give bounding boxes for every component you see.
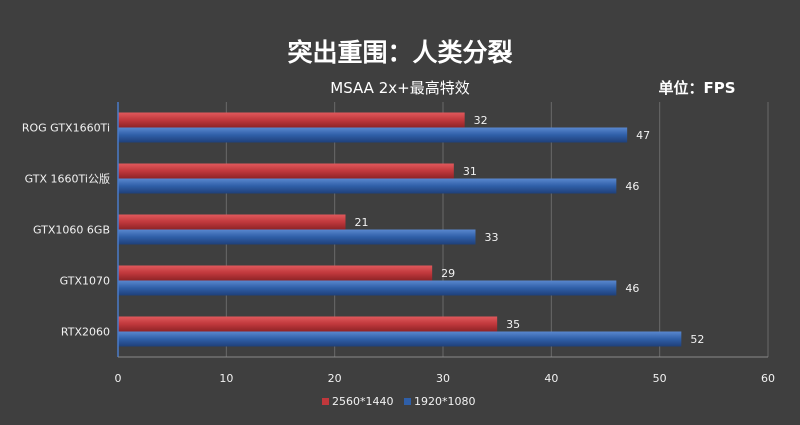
bar-1920-1080-gtx1060-6gb bbox=[118, 229, 476, 245]
data-label-1920-1080-rog-gtx1660ti: 47 bbox=[636, 129, 650, 142]
chart-title: 突出重围：人类分裂 bbox=[287, 38, 512, 67]
bar-1920-1080-rog-gtx1660ti bbox=[118, 127, 628, 143]
bars bbox=[118, 112, 682, 347]
category-label-gtx1060-6gb: GTX1060 6GB bbox=[33, 224, 110, 237]
x-tick-label-10: 10 bbox=[219, 372, 233, 385]
category-labels: ROG GTX1660Ti GTX 1660Ti公版 GTX1060 6GB GTX1… bbox=[22, 122, 110, 339]
data-label-2560-1440-gtx1070: 29 bbox=[441, 267, 455, 280]
data-label-2560-1440-gtx1060-6gb: 21 bbox=[355, 216, 369, 229]
bar-2560-1440-gtx-1660ti bbox=[118, 163, 454, 179]
bar-1920-1080-gtx1070 bbox=[118, 280, 617, 296]
x-tick-label-40: 40 bbox=[544, 372, 558, 385]
tick-labels: 0 10 20 30 40 50 60 bbox=[115, 372, 776, 385]
legend-swatch-1920x1080 bbox=[404, 398, 411, 405]
legend-label-2560x1440: 2560*1440 bbox=[332, 395, 394, 408]
chart-subtitle: MSAA 2x+最高特效 bbox=[330, 79, 469, 97]
data-label-2560-1440-gtx-1660ti: 31 bbox=[463, 165, 477, 178]
legend: 2560*1440 1920*1080 bbox=[322, 395, 476, 408]
data-label-1920-1080-gtx1070: 46 bbox=[625, 282, 639, 295]
legend-swatch-2560x1440 bbox=[322, 398, 329, 405]
bar-1920-1080-gtx-1660ti bbox=[118, 178, 617, 194]
category-label-rog-gtx1660ti: ROG GTX1660Ti bbox=[22, 122, 110, 135]
bar-2560-1440-rog-gtx1660ti bbox=[118, 112, 465, 128]
data-label-1920-1080-gtx-1660ti: 46 bbox=[625, 180, 639, 193]
data-label-1920-1080-gtx1060-6gb: 33 bbox=[485, 231, 499, 244]
x-tick-label-20: 20 bbox=[328, 372, 342, 385]
x-tick-label-0: 0 bbox=[115, 372, 122, 385]
bar-2560-1440-rtx2060 bbox=[118, 316, 498, 332]
category-label-gtx1070: GTX1070 bbox=[60, 275, 110, 288]
data-labels: 32 47 31 46 21 33 29 46 35 52 bbox=[355, 114, 705, 346]
x-tick-label-50: 50 bbox=[653, 372, 667, 385]
x-tick-label-60: 60 bbox=[761, 372, 775, 385]
data-label-2560-1440-rog-gtx1660ti: 32 bbox=[474, 114, 488, 127]
legend-label-1920x1080: 1920*1080 bbox=[414, 395, 476, 408]
bar-1920-1080-rtx2060 bbox=[118, 331, 682, 347]
axes bbox=[117, 102, 768, 358]
data-label-2560-1440-rtx2060: 35 bbox=[506, 318, 520, 331]
unit-label: 单位：FPS bbox=[658, 79, 735, 97]
bar-2560-1440-gtx1060-6gb bbox=[118, 214, 346, 230]
category-label-gtx-1660ti: GTX 1660Ti公版 bbox=[25, 172, 110, 186]
x-tick-label-30: 30 bbox=[436, 372, 450, 385]
data-label-1920-1080-rtx2060: 52 bbox=[690, 333, 704, 346]
bar-2560-1440-gtx1070 bbox=[118, 265, 433, 281]
category-label-rtx2060: RTX2060 bbox=[61, 326, 110, 339]
